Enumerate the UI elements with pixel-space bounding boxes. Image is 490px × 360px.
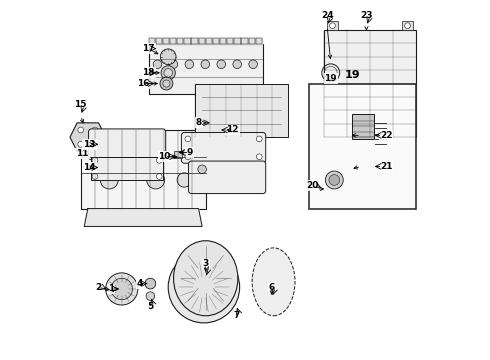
Text: 5: 5: [147, 302, 153, 311]
Circle shape: [156, 157, 162, 163]
Polygon shape: [177, 38, 183, 44]
Circle shape: [92, 157, 98, 163]
Circle shape: [161, 66, 175, 80]
Bar: [195, 84, 288, 137]
Text: 1: 1: [108, 284, 114, 293]
Text: 21: 21: [380, 162, 392, 171]
Circle shape: [160, 77, 173, 90]
Polygon shape: [256, 38, 262, 44]
Circle shape: [177, 173, 192, 187]
Text: 15: 15: [74, 100, 87, 109]
Circle shape: [111, 278, 132, 300]
Circle shape: [168, 251, 240, 323]
Circle shape: [78, 141, 83, 147]
Circle shape: [185, 154, 191, 159]
Polygon shape: [84, 208, 202, 226]
Ellipse shape: [173, 241, 238, 316]
Circle shape: [92, 174, 98, 179]
Circle shape: [145, 278, 156, 289]
Bar: [309, 84, 416, 208]
Text: 20: 20: [307, 181, 319, 190]
Text: 12: 12: [226, 126, 239, 135]
Polygon shape: [156, 38, 162, 44]
Circle shape: [198, 165, 206, 174]
Circle shape: [146, 292, 155, 300]
FancyBboxPatch shape: [189, 161, 266, 194]
Polygon shape: [184, 38, 191, 44]
Circle shape: [217, 60, 225, 68]
Text: 8: 8: [196, 118, 202, 127]
Circle shape: [160, 49, 176, 64]
Text: 11: 11: [76, 149, 89, 158]
FancyBboxPatch shape: [89, 129, 166, 159]
Circle shape: [198, 282, 209, 293]
Circle shape: [100, 171, 118, 189]
Bar: [402, 21, 413, 30]
Circle shape: [329, 175, 340, 185]
Circle shape: [201, 60, 210, 68]
Polygon shape: [213, 38, 219, 44]
Bar: [92, 157, 163, 180]
Circle shape: [325, 171, 343, 189]
Polygon shape: [248, 38, 255, 44]
Circle shape: [256, 154, 262, 159]
Circle shape: [153, 60, 162, 68]
Circle shape: [78, 127, 83, 133]
Polygon shape: [220, 38, 226, 44]
Text: 19: 19: [344, 70, 360, 80]
FancyBboxPatch shape: [181, 132, 266, 163]
Circle shape: [163, 80, 170, 87]
FancyBboxPatch shape: [81, 130, 206, 208]
Text: 23: 23: [360, 11, 373, 20]
Bar: [327, 21, 338, 30]
Circle shape: [92, 127, 98, 133]
Circle shape: [256, 136, 262, 142]
Polygon shape: [148, 38, 155, 44]
Circle shape: [330, 23, 335, 28]
Polygon shape: [227, 38, 234, 44]
Circle shape: [164, 68, 172, 77]
Text: 10: 10: [158, 152, 171, 161]
Circle shape: [233, 60, 242, 68]
Polygon shape: [163, 38, 169, 44]
Circle shape: [147, 171, 165, 189]
Circle shape: [156, 174, 162, 179]
Polygon shape: [192, 38, 198, 44]
Bar: [148, 44, 263, 94]
Bar: [323, 30, 416, 137]
Circle shape: [106, 273, 138, 305]
Text: 9: 9: [186, 148, 193, 157]
Text: 18: 18: [142, 68, 155, 77]
Ellipse shape: [252, 248, 295, 316]
Text: 13: 13: [83, 140, 96, 149]
Text: 6: 6: [269, 283, 275, 292]
Text: 16: 16: [137, 79, 149, 88]
Bar: [352, 114, 373, 139]
Circle shape: [185, 136, 191, 142]
Polygon shape: [206, 38, 212, 44]
Text: 14: 14: [83, 163, 96, 172]
Circle shape: [177, 260, 231, 314]
Circle shape: [92, 141, 98, 147]
Circle shape: [169, 60, 178, 68]
Text: 22: 22: [380, 131, 392, 140]
Text: 7: 7: [233, 311, 239, 320]
Polygon shape: [242, 38, 248, 44]
Circle shape: [249, 60, 257, 68]
Polygon shape: [234, 38, 241, 44]
Circle shape: [405, 23, 411, 28]
Text: 17: 17: [142, 44, 155, 53]
Bar: [173, 151, 182, 158]
Text: 4: 4: [136, 279, 143, 288]
Text: 19: 19: [324, 74, 337, 83]
Text: 2: 2: [96, 283, 101, 292]
Text: 3: 3: [202, 260, 209, 269]
Polygon shape: [170, 38, 176, 44]
Polygon shape: [70, 123, 106, 152]
Polygon shape: [198, 38, 205, 44]
Text: 24: 24: [321, 11, 334, 20]
Circle shape: [185, 60, 194, 68]
